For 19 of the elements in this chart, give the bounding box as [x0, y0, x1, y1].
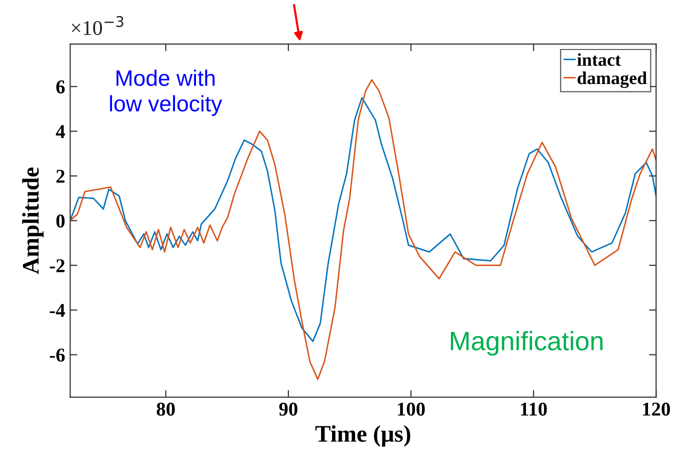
- x-tick-label: 110: [521, 402, 547, 416]
- text: ×10$^{−3}$: [72, 16, 124, 36]
- y-tick-label: 4: [56, 125, 65, 138]
- y-axis-title: Amplitude: [22, 167, 44, 274]
- y-tick-label: 0: [56, 214, 65, 228]
- x-tick-label: 100: [398, 402, 425, 416]
- y-tick-label: -6: [50, 348, 65, 362]
- x-tick-label: 90: [279, 402, 298, 416]
- y-tick-label: 6: [56, 80, 65, 94]
- x-tick-label: 120: [643, 402, 670, 416]
- annotation: Mode with low velocity: [110, 70, 222, 116]
- y-tick-label: 2: [56, 170, 65, 183]
- x-axis-title: Time (μs): [315, 425, 410, 447]
- x-tick-label: 80: [156, 402, 175, 416]
- legend-label: damaged: [578, 72, 647, 88]
- annotation: Magnification: [450, 331, 603, 356]
- legend-label: intact: [577, 53, 621, 66]
- y-tick-label: -2: [50, 259, 65, 272]
- y-tick-label: -4: [50, 304, 65, 317]
